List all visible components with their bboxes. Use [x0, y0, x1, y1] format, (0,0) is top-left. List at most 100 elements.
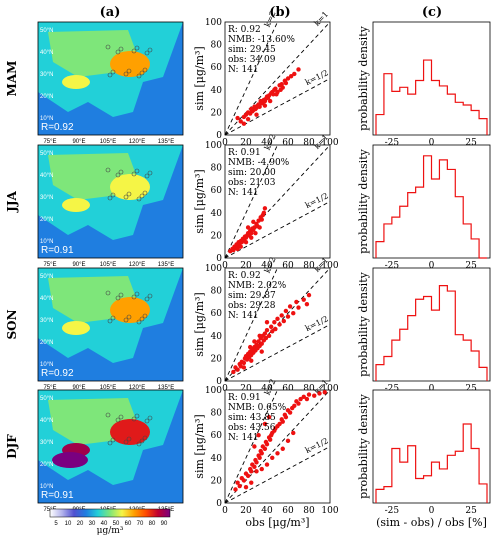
map-site-marker	[123, 317, 129, 323]
map-hotspot-east	[110, 297, 150, 323]
map-lon-tick: 135°E	[158, 262, 174, 268]
scatter-x-tick: 40	[261, 138, 273, 148]
scatter-point	[267, 437, 273, 442]
map-site-marker	[118, 46, 124, 52]
map-r-label: R=0.92	[41, 368, 74, 379]
scatter-x-tick: 80	[303, 506, 315, 516]
scatter-point	[283, 80, 289, 86]
scatter-y-tick: 0	[216, 377, 222, 387]
histogram-steps	[375, 423, 488, 503]
scatter-y-tick: 80	[211, 287, 223, 297]
reference-line	[224, 144, 331, 259]
scatter-point	[269, 324, 274, 329]
map-site-marker	[123, 194, 129, 200]
map-site-marker	[131, 171, 137, 177]
scatter-point	[283, 414, 289, 420]
scatter-y-tick: 20	[211, 476, 223, 486]
scatter-point	[243, 484, 249, 490]
histogram-panel: -25 0 25 probability density	[357, 267, 491, 394]
map-site-marker	[115, 295, 121, 301]
map-lon-tick: 120°E	[129, 385, 145, 391]
scatter-point	[296, 305, 301, 310]
scatter-point	[238, 119, 243, 124]
map-site-marker	[147, 47, 153, 53]
map-site-marker	[107, 72, 113, 78]
map-site-marker	[134, 413, 140, 419]
scatter-x-tick: 60	[282, 384, 294, 394]
scatter-y-tick: 0	[216, 131, 222, 141]
histogram-x-tick: 0	[429, 138, 435, 148]
scatter-point	[266, 333, 272, 338]
scatter-x-tick: 20	[240, 138, 252, 148]
map-lat-tick: 40°N	[40, 418, 53, 424]
map-panel: 50°N 40°N 30°N 20°N 10°N 75°E 90°E 105°E 120°E 13…	[37, 267, 184, 391]
histogram-frame	[372, 389, 491, 504]
scatter-x-tick: 80	[303, 138, 315, 148]
map-site-marker	[139, 193, 145, 199]
scatter-y-tick: 60	[211, 431, 223, 441]
reference-line	[224, 324, 331, 382]
map-site-marker	[142, 67, 148, 73]
scatter-point	[271, 92, 276, 97]
scatter-y-tick: 20	[211, 231, 223, 241]
scatter-x-label: obs [μg/m³]	[245, 516, 309, 529]
scatter-point	[249, 358, 254, 363]
scatter-x-tick: 100	[321, 261, 338, 271]
stat-line: NMB: 0.65%	[228, 403, 287, 413]
map-lon-tick: 90°E	[72, 262, 85, 268]
map-site-marker	[142, 435, 148, 441]
scatter-point	[292, 403, 297, 409]
scatter-point	[235, 115, 240, 121]
scatter-point	[249, 235, 254, 240]
scatter-point	[298, 396, 303, 402]
scatter-point	[275, 451, 280, 456]
map-site-marker	[126, 191, 132, 197]
scatter-point	[301, 297, 306, 302]
map-site-marker	[139, 70, 145, 76]
scatter-x-tick: 20	[240, 261, 252, 271]
histogram-x-tick: 25	[465, 506, 477, 516]
map-hotspot-south	[62, 321, 90, 335]
scatter-x-tick: 100	[321, 506, 338, 516]
scatter-point	[312, 393, 317, 398]
histogram-x-tick: 25	[465, 384, 477, 394]
map-lat-tick: 30°N	[40, 440, 53, 446]
histogram-y-label: probability density	[357, 148, 370, 253]
scatter-y-tick: 100	[205, 264, 222, 274]
map-lat-tick: 10°N	[40, 239, 53, 245]
scatter-point	[277, 421, 282, 427]
map-panel: 50°N 40°N 30°N 20°N 10°N 75°E 90°E 105°E 120°E 13…	[37, 21, 184, 145]
scatter-x-tick: 0	[222, 506, 228, 516]
map-lon-tick: 75°E	[43, 385, 56, 391]
map-lat-tick: 40°N	[40, 296, 53, 302]
scatter-point	[252, 464, 257, 470]
scatter-y-label: sim [μg/m³]	[193, 169, 206, 233]
map-lon-tick: 135°E	[158, 385, 174, 391]
scatter-point	[285, 438, 291, 444]
scatter-y-tick: 40	[211, 86, 223, 96]
map-hotspot-south	[62, 75, 90, 89]
scatter-y-tick: 100	[205, 141, 222, 151]
scatter-point	[267, 98, 273, 104]
colorbar-gradient	[49, 508, 171, 518]
map-hotspot-igp	[52, 452, 88, 468]
histogram-steps	[375, 285, 488, 381]
histogram-x-tick: -25	[385, 138, 400, 148]
map-lat-tick: 50°N	[40, 396, 53, 402]
scatter-point	[262, 446, 268, 451]
map-site-marker	[115, 49, 121, 55]
scatter-point	[292, 71, 297, 77]
reference-line	[224, 78, 331, 136]
scatter-y-label: sim [μg/m³]	[193, 292, 206, 356]
histogram-frame	[372, 267, 491, 382]
map-site-marker	[131, 48, 137, 54]
map-lon-tick: 90°E	[72, 139, 85, 145]
scatter-point	[241, 478, 247, 483]
scatter-point	[251, 219, 256, 225]
scatter-y-tick: 80	[211, 41, 223, 51]
scatter-point	[263, 335, 269, 341]
stat-line: NMB: -4.90%	[228, 158, 290, 168]
reference-line	[224, 201, 331, 259]
histogram-x-tick: -25	[385, 261, 400, 271]
